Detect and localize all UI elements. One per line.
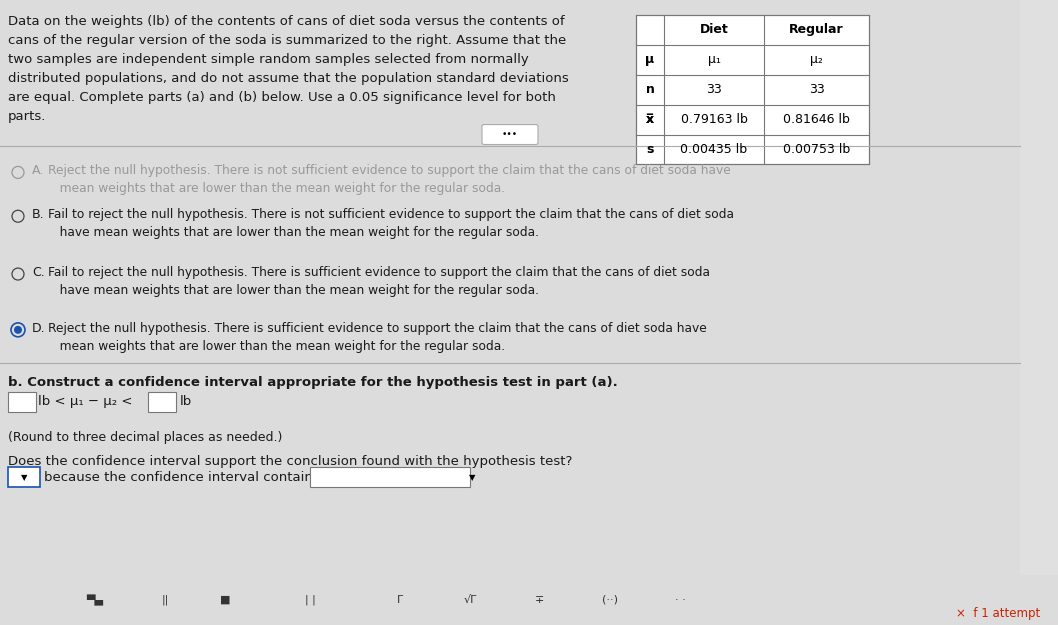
Text: parts.: parts.	[8, 109, 47, 123]
FancyBboxPatch shape	[482, 124, 539, 144]
Bar	[1020, 0, 1058, 575]
Text: (··): (··)	[602, 595, 618, 605]
Text: A.: A.	[32, 164, 44, 177]
Text: Diet: Diet	[699, 23, 728, 36]
Text: lb: lb	[180, 395, 193, 408]
Text: Does the confidence interval support the conclusion found with the hypothesis te: Does the confidence interval support the…	[8, 456, 572, 468]
Text: ▼: ▼	[469, 473, 475, 482]
Text: μ: μ	[645, 53, 655, 66]
Bar	[148, 392, 176, 412]
Text: Reject the null hypothesis. There is sufficient evidence to support the claim th: Reject the null hypothesis. There is suf…	[48, 322, 707, 335]
Text: ∓: ∓	[535, 595, 545, 605]
Text: b. Construct a confidence interval appropriate for the hypothesis test in part (: b. Construct a confidence interval appro…	[8, 376, 618, 389]
Text: ■: ■	[220, 595, 231, 605]
Text: C.: C.	[32, 266, 44, 279]
Text: have mean weights that are lower than the mean weight for the regular soda.: have mean weights that are lower than th…	[48, 284, 539, 297]
Text: 0.00753 lb: 0.00753 lb	[783, 143, 851, 156]
Text: distributed populations, and do not assume that the population standard deviatio: distributed populations, and do not assu…	[8, 72, 569, 85]
Text: · ·: · ·	[675, 595, 686, 605]
Text: have mean weights that are lower than the mean weight for the regular soda.: have mean weights that are lower than th…	[48, 226, 539, 239]
Text: ||: ||	[162, 595, 168, 605]
Text: 33: 33	[808, 83, 824, 96]
Circle shape	[14, 326, 22, 334]
Text: 0.79163 lb: 0.79163 lb	[680, 113, 747, 126]
Text: ▼: ▼	[21, 473, 28, 482]
Text: Fail to reject the null hypothesis. There is not sufficient evidence to support : Fail to reject the null hypothesis. Ther…	[48, 208, 734, 221]
Text: lb < μ₁ − μ₂ <: lb < μ₁ − μ₂ <	[38, 395, 132, 408]
Text: n: n	[645, 83, 655, 96]
Text: x: x	[646, 113, 654, 126]
Text: 0.00435 lb: 0.00435 lb	[680, 143, 748, 156]
Bar	[636, 15, 869, 164]
Text: B.: B.	[32, 208, 44, 221]
Text: Γ: Γ	[397, 595, 403, 605]
Text: μ₁: μ₁	[708, 53, 720, 66]
Text: s: s	[646, 143, 654, 156]
Text: because the confidence interval contains: because the confidence interval contains	[44, 471, 320, 484]
Text: (Round to three decimal places as needed.): (Round to three decimal places as needed…	[8, 431, 282, 444]
Bar	[8, 468, 40, 488]
Text: mean weights that are lower than the mean weight for the regular soda.: mean weights that are lower than the mea…	[48, 340, 505, 353]
Text: √Γ: √Γ	[463, 595, 477, 605]
Text: μ₂: μ₂	[810, 53, 823, 66]
Text: Fail to reject the null hypothesis. There is sufficient evidence to support the : Fail to reject the null hypothesis. Ther…	[48, 266, 710, 279]
Text: | |: | |	[305, 595, 315, 605]
Text: Reject the null hypothesis. There is not sufficient evidence to support the clai: Reject the null hypothesis. There is not…	[48, 164, 731, 177]
Text: D.: D.	[32, 322, 45, 335]
Text: cans of the regular version of the soda is summarized to the right. Assume that : cans of the regular version of the soda …	[8, 34, 566, 47]
Bar	[310, 468, 470, 488]
Text: two samples are independent simple random samples selected from normally: two samples are independent simple rando…	[8, 53, 529, 66]
Text: 0.81646 lb: 0.81646 lb	[783, 113, 850, 126]
Text: Data on the weights (lb) of the contents of cans of diet soda versus the content: Data on the weights (lb) of the contents…	[8, 15, 565, 28]
Text: 33: 33	[706, 83, 722, 96]
Text: Regular: Regular	[789, 23, 844, 36]
Text: •••: •••	[501, 130, 518, 139]
Bar	[8, 392, 36, 412]
Text: ×  f 1 attempt: × f 1 attempt	[955, 606, 1040, 619]
Text: ▀▄: ▀▄	[87, 594, 104, 606]
Text: are equal. Complete parts (a) and (b) below. Use a 0.05 significance level for b: are equal. Complete parts (a) and (b) be…	[8, 91, 555, 104]
Text: mean weights that are lower than the mean weight for the regular soda.: mean weights that are lower than the mea…	[48, 182, 505, 196]
Text: x̅: x̅	[646, 113, 654, 126]
